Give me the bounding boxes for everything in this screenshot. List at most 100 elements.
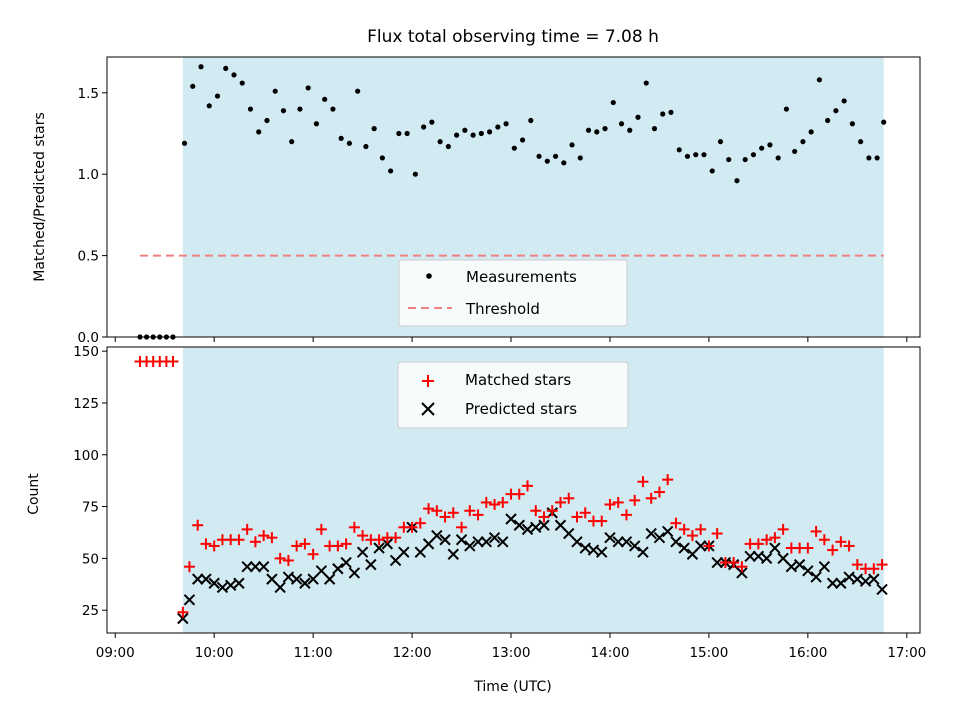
matched-point bbox=[266, 532, 278, 544]
measurement-point bbox=[618, 121, 625, 127]
matched-point bbox=[177, 606, 189, 618]
matched-point bbox=[464, 505, 476, 517]
x-tick-label: 10:00 bbox=[195, 645, 234, 661]
measurement-point bbox=[734, 178, 740, 184]
measurement-point bbox=[536, 153, 542, 159]
predicted-point bbox=[629, 540, 641, 552]
top-legend[interactable]: Measurements Threshold bbox=[398, 259, 628, 327]
measurement-point bbox=[742, 156, 748, 163]
measurement-point bbox=[322, 96, 328, 102]
measurements-legend-label: Measurements bbox=[466, 268, 577, 286]
matched-point bbox=[414, 517, 426, 529]
matched-point bbox=[678, 523, 690, 535]
predicted-point bbox=[191, 573, 204, 585]
measurement-point bbox=[190, 83, 196, 89]
measurement-point bbox=[256, 129, 262, 135]
predicted-legend-label: Predicted stars bbox=[465, 400, 577, 418]
predicted-point bbox=[810, 571, 822, 583]
measurement-point bbox=[181, 140, 188, 146]
measurement-point bbox=[313, 121, 320, 127]
predicted-point bbox=[455, 534, 468, 546]
predicted-point bbox=[356, 546, 369, 558]
predicted-point bbox=[365, 558, 377, 571]
matched-point bbox=[571, 511, 583, 523]
measurement-point bbox=[363, 143, 369, 150]
bottom-y-tick-label: 50 bbox=[82, 551, 99, 567]
bottom-legend-box bbox=[397, 361, 629, 429]
matched-point bbox=[629, 494, 641, 506]
measurement-point bbox=[800, 139, 806, 145]
matched-point bbox=[554, 496, 566, 508]
measurement-point bbox=[214, 93, 221, 99]
top-legend-box bbox=[398, 259, 628, 327]
measurement-point bbox=[594, 129, 600, 135]
predicted-point bbox=[513, 519, 525, 531]
predicted-point bbox=[785, 560, 798, 573]
measurement-point bbox=[544, 158, 550, 164]
predicted-point bbox=[579, 542, 591, 554]
matched-point bbox=[670, 517, 682, 529]
measurement-point bbox=[816, 77, 823, 83]
predicted-point bbox=[290, 573, 303, 585]
matched-point bbox=[472, 509, 484, 521]
predicted-point bbox=[521, 523, 534, 536]
predicted-point bbox=[851, 573, 864, 585]
predicted-point bbox=[224, 579, 237, 592]
measurement-point bbox=[858, 139, 864, 145]
measurement-point bbox=[346, 140, 353, 146]
predicted-points bbox=[177, 507, 888, 625]
matched-point bbox=[315, 523, 327, 535]
matched-point bbox=[810, 525, 822, 537]
predicted-point bbox=[431, 529, 443, 542]
measurement-point bbox=[231, 72, 237, 78]
measurement-point bbox=[668, 109, 674, 115]
bottom-y-tick-label: 25 bbox=[82, 603, 99, 619]
measurement-point bbox=[264, 117, 270, 124]
bottom-legend[interactable]: Matched stars Predicted stars bbox=[397, 361, 629, 429]
matched-point bbox=[183, 561, 195, 573]
measurement-point bbox=[462, 127, 468, 133]
matched-points bbox=[134, 356, 888, 618]
matched-point bbox=[200, 538, 212, 550]
matched-point bbox=[431, 505, 443, 517]
predicted-point bbox=[818, 560, 831, 573]
measurement-point bbox=[775, 155, 781, 161]
top-y-tick-label: 1.0 bbox=[78, 167, 99, 183]
predicted-point bbox=[843, 571, 855, 583]
measurement-point bbox=[808, 129, 814, 135]
measurement-point bbox=[585, 127, 592, 133]
matched-point bbox=[497, 496, 509, 508]
matched-point bbox=[340, 538, 352, 550]
matched-point bbox=[736, 561, 748, 573]
matched-point bbox=[291, 540, 303, 552]
measurement-point bbox=[881, 119, 887, 125]
matched-point bbox=[249, 536, 261, 548]
predicted-legend-marker bbox=[421, 402, 435, 416]
predicted-point bbox=[323, 573, 336, 585]
measurement-point bbox=[379, 155, 385, 161]
measurement-point bbox=[577, 155, 583, 161]
matched-point bbox=[686, 530, 698, 542]
predicted-point bbox=[439, 534, 451, 546]
predicted-point bbox=[876, 583, 888, 596]
measurement-points bbox=[137, 64, 887, 340]
measurement-point bbox=[635, 114, 641, 120]
predicted-point bbox=[571, 536, 583, 548]
matched-point bbox=[233, 534, 245, 546]
measurements-legend-marker bbox=[426, 273, 432, 279]
matched-point bbox=[835, 536, 847, 548]
predicted-point bbox=[299, 577, 311, 589]
matched-point bbox=[348, 521, 360, 533]
matched-point bbox=[373, 534, 385, 546]
predicted-point bbox=[274, 581, 286, 594]
measurement-point bbox=[866, 155, 872, 161]
matched-point bbox=[876, 559, 888, 571]
measurement-point bbox=[792, 148, 798, 155]
measurement-point bbox=[305, 85, 311, 91]
matched-point bbox=[645, 492, 657, 504]
top-x-ticks bbox=[114, 337, 908, 342]
predicted-point bbox=[637, 546, 649, 558]
measurement-point bbox=[569, 142, 575, 148]
matched-point bbox=[299, 538, 311, 550]
measurement-point bbox=[519, 137, 526, 143]
